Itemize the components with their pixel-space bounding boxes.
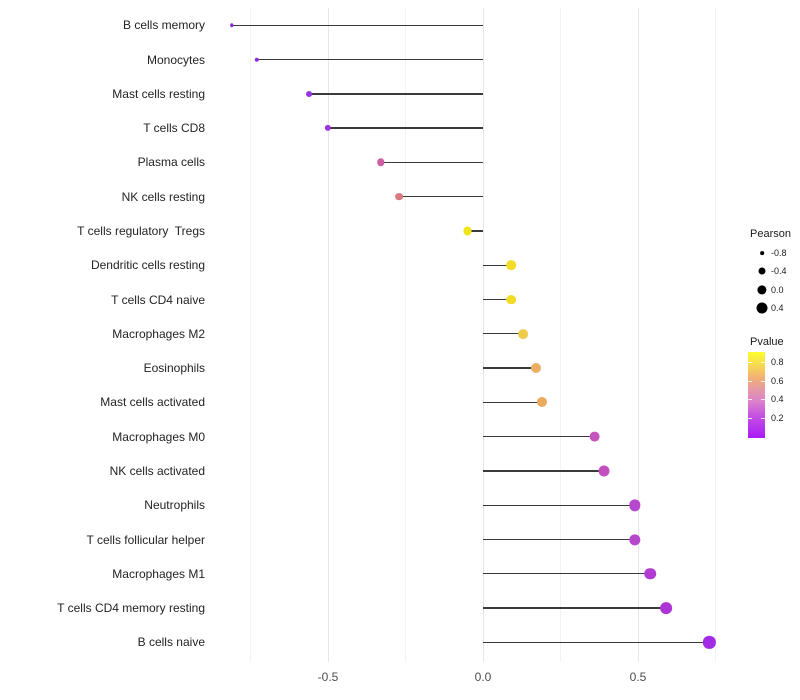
pvalue-colorbar: [748, 352, 765, 438]
lollipop-stem: [483, 641, 710, 643]
pvalue-colorbar-tick: [748, 380, 752, 382]
lollipop-stem: [483, 470, 604, 472]
y-axis-label: Macrophages M2: [112, 326, 205, 341]
x-minor-gridline: [405, 8, 406, 662]
pvalue-legend-label: 0.4: [771, 394, 784, 405]
lollipop-stem: [483, 538, 635, 541]
y-axis-label: T cells regulatory Tregs: [77, 223, 205, 238]
lollipop-stem: [483, 401, 542, 404]
pearson-legend-label: 0.0: [771, 284, 784, 295]
pvalue-legend-label: 0.2: [771, 412, 784, 423]
lollipop-stem: [467, 230, 483, 232]
lollipop-dot: [598, 465, 610, 477]
y-axis-label: Macrophages M0: [112, 429, 205, 444]
lollipop-dot: [536, 397, 547, 408]
pearson-legend-dot: [760, 251, 764, 255]
y-axis-label: Neutrophils: [144, 498, 205, 513]
y-axis-label: B cells memory: [122, 18, 205, 33]
lollipop-dot: [324, 124, 332, 132]
lollipop-dot: [230, 23, 234, 28]
lollipop-dot: [530, 363, 541, 374]
y-axis-label: Dendritic cells resting: [90, 258, 205, 273]
y-axis-label: NK cells activated: [109, 463, 205, 478]
pvalue-colorbar-tick: [761, 380, 765, 382]
lollipop-dot: [644, 567, 657, 580]
x-major-gridline: [327, 8, 329, 662]
x-axis-tick-label: -0.5: [317, 670, 339, 684]
lollipop-stem: [399, 196, 483, 198]
lollipop-dot: [629, 533, 641, 546]
y-axis-label: T cells CD4 memory resting: [57, 601, 205, 616]
lollipop-dot: [660, 602, 672, 614]
pvalue-colorbar-tick: [761, 361, 765, 363]
x-minor-gridline: [560, 8, 561, 662]
y-axis-label: B cells naive: [137, 635, 205, 650]
pvalue-colorbar-tick: [761, 399, 765, 401]
lollipop-dot: [506, 260, 516, 271]
pvalue-colorbar-tick: [748, 361, 752, 363]
pearson-legend-label: -0.8: [771, 248, 787, 258]
pearson-legend-title: Pearson: [750, 228, 791, 240]
pvalue-legend-title: Pvalue: [750, 336, 784, 348]
lollipop-stem: [483, 504, 635, 506]
lollipop-stem: [328, 127, 483, 129]
lollipop-stem: [483, 298, 511, 301]
pvalue-colorbar-tick: [761, 417, 765, 419]
lollipop-dot: [376, 158, 385, 167]
pearson-legend-dot: [757, 284, 767, 295]
y-axis-label: Macrophages M1: [112, 566, 205, 581]
pvalue-colorbar-tick: [748, 399, 752, 401]
x-axis-tick-label: 0.5: [629, 670, 647, 684]
y-axis-label: Monocytes: [146, 52, 205, 67]
lollipop-dot: [518, 328, 529, 339]
x-axis-tick-label: 0.0: [474, 670, 492, 684]
lollipop-dot: [629, 499, 641, 511]
lollipop-stem: [309, 93, 483, 95]
y-axis-label: T cells CD4 naive: [111, 292, 205, 307]
y-axis-label: T cells follicular helper: [86, 532, 206, 547]
y-axis-label: Mast cells resting: [112, 86, 205, 101]
lollipop-dot: [254, 57, 259, 62]
pearson-legend-label: -0.4: [771, 266, 787, 277]
y-axis-label: Plasma cells: [137, 155, 205, 170]
lollipop-dot: [306, 90, 313, 97]
y-axis-label: Mast cells activated: [100, 395, 205, 410]
lollipop-stem: [231, 24, 483, 26]
lollipop-stem: [483, 573, 651, 575]
x-major-gridline: [637, 8, 639, 662]
lollipop-stem: [483, 436, 595, 438]
lollipop-dot: [703, 636, 716, 649]
lollipop-dot: [463, 226, 472, 236]
lollipop-stem: [483, 333, 524, 335]
pvalue-colorbar-tick: [748, 417, 752, 419]
lollipop-stem: [483, 367, 536, 369]
pvalue-legend-label: 0.8: [771, 356, 784, 367]
x-major-gridline: [482, 8, 484, 662]
y-axis-label: Eosinophils: [143, 361, 205, 376]
lollipop-dot: [506, 294, 516, 305]
lollipop-dot: [395, 192, 404, 201]
lollipop-stem: [256, 58, 483, 61]
lollipop-stem: [483, 264, 511, 266]
x-minor-gridline: [715, 8, 716, 662]
lollipop-dot: [589, 431, 601, 443]
lollipop-stem: [483, 607, 666, 609]
y-axis-label: NK cells resting: [121, 189, 205, 204]
x-minor-gridline: [250, 8, 251, 662]
lollipop-stem: [380, 161, 483, 164]
pearson-legend-dot: [758, 267, 766, 275]
y-axis-label: T cells CD8: [143, 121, 205, 136]
pearson-legend-dot: [756, 302, 768, 314]
pearson-legend-label: 0.4: [771, 302, 784, 313]
pvalue-legend-label: 0.6: [771, 375, 784, 386]
